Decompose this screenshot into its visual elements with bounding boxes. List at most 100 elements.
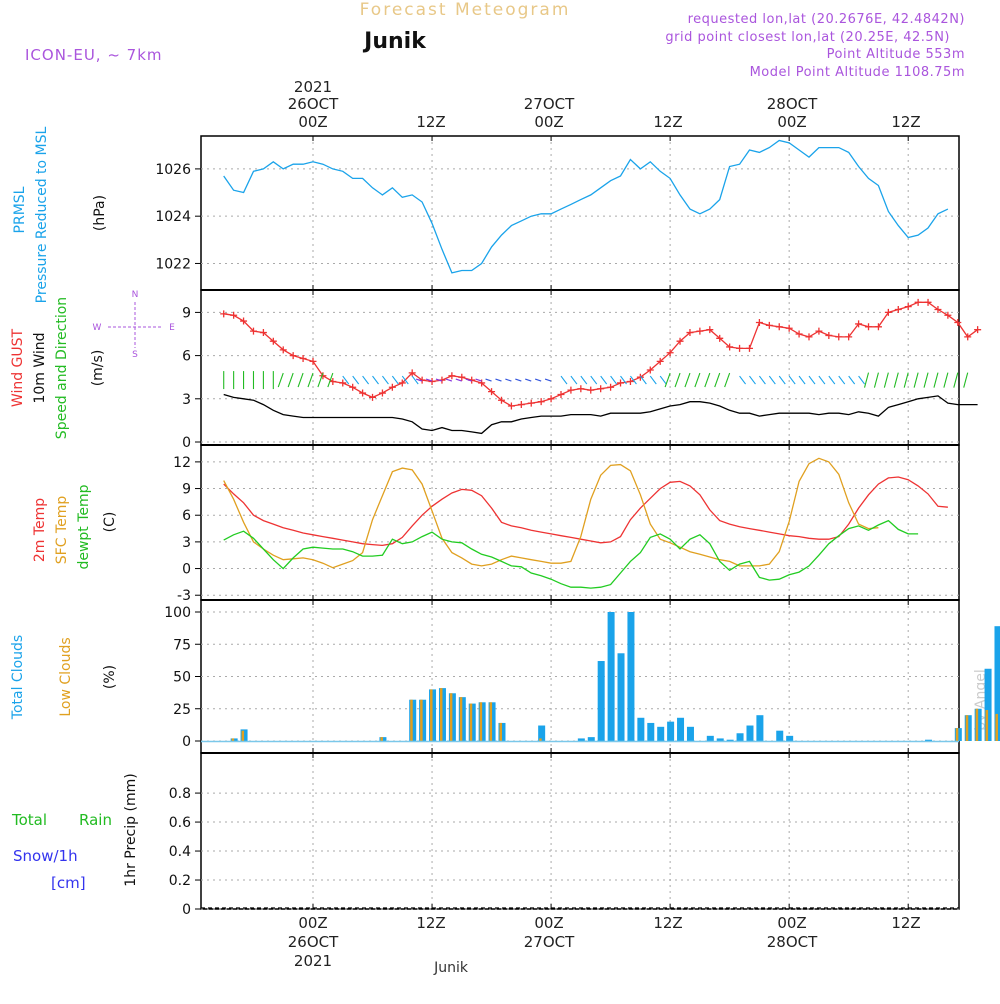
y-tick-label: 0.4 [169, 844, 191, 860]
y-tick-label: -3 [177, 588, 191, 604]
wind-arrow [828, 375, 836, 385]
wind-arrow [411, 375, 419, 385]
clouds-unit: (%) [102, 665, 118, 689]
wind-arrow [600, 375, 608, 385]
total-cloud-bar [607, 612, 615, 741]
bottom-date-label: 27OCT [524, 933, 575, 951]
gust-marker [577, 385, 585, 393]
wind-arrow [382, 375, 389, 385]
gust-marker [428, 378, 436, 386]
wind-arrow [768, 375, 776, 385]
precip-panel [200, 752, 960, 910]
gust-marker [339, 379, 347, 387]
gust-marker [349, 383, 357, 391]
total-cloud-bar [647, 722, 655, 741]
total-cloud-bar [736, 733, 744, 741]
y-tick-label: 1022 [155, 256, 191, 272]
low-cloud-bar [459, 697, 463, 741]
rain-label-total: Total [11, 811, 47, 829]
total-cloud-bar [994, 626, 1000, 741]
wind-arrow [620, 375, 627, 385]
y-tick-label: 0 [182, 435, 191, 451]
low-cloud-bar [231, 738, 235, 741]
top-time-label: 12Z [416, 113, 445, 131]
requested-coords: requested lon,lat (20.2676E, 42.4842N) [688, 12, 965, 27]
top-time-label: 00Z [777, 113, 806, 131]
temp-dew-label: dewpt Temp [76, 484, 92, 569]
gust-marker [666, 349, 674, 357]
wind-direction-arrows [223, 371, 969, 390]
wind-arrow [903, 372, 909, 388]
gust-marker [974, 326, 982, 334]
gust-marker [249, 327, 257, 335]
temp-labels: 2m Temp SFC Temp dewpt Temp (C) [32, 484, 118, 569]
wind-arrow [362, 375, 370, 385]
gust-marker [626, 378, 634, 386]
y-tick-label: 1026 [155, 162, 191, 178]
wind-arrow [277, 372, 284, 388]
gust-marker [964, 333, 972, 341]
total-cloud-bar [726, 739, 734, 741]
compass-rose: N S W E [93, 290, 176, 360]
gust-marker [656, 357, 664, 365]
low-cloud-bar [430, 689, 433, 741]
total-cloud-bar [776, 730, 784, 741]
top-time-label: 12Z [891, 113, 920, 131]
bottom-date-label: 28OCT [767, 933, 818, 951]
model-altitude: Model Point Altitude 1108.75m [750, 65, 965, 80]
bottom-time-axis: 00Z 26OCT 2021 12Z 00Z 27OCT 12Z 00Z 28O… [288, 914, 921, 970]
wind-panel [200, 289, 960, 446]
gust-marker [289, 352, 297, 360]
temp-panel [200, 444, 960, 601]
wind-arrow [465, 378, 472, 382]
gust-marker [954, 318, 962, 326]
total-clouds-label: Total Clouds [10, 635, 26, 720]
gust-marker [934, 306, 942, 314]
wind-labels: Wind GUST 10m Wind Speed and Direction (… [10, 297, 106, 439]
gust-marker [378, 389, 386, 397]
wind-arrow [580, 375, 588, 385]
precip-axis-label: 1hr Precip (mm) [123, 773, 139, 886]
compass-e: E [169, 323, 175, 333]
bottom-time-label: 00Z [298, 914, 327, 932]
gust-marker [696, 327, 704, 335]
gust-marker [617, 379, 625, 387]
y-tick-label: 0 [182, 902, 191, 918]
low-cloud-bar [985, 710, 989, 741]
low-cloud-bar [439, 688, 443, 741]
wind-direction-label: Speed and Direction [54, 297, 70, 439]
location-title: Junik [362, 29, 427, 54]
total-cloud-bar [637, 717, 645, 741]
series-line-dewpt-temp [223, 519, 919, 589]
gust-marker [488, 388, 496, 396]
gust-marker [597, 385, 605, 393]
temp-2m-label: 2m Temp [32, 498, 48, 562]
gust-marker [845, 333, 853, 341]
gust-marker [726, 343, 734, 351]
y-tick-label: 50 [173, 670, 191, 686]
gust-marker [388, 383, 396, 391]
wind-arrow [818, 375, 826, 385]
gust-marker [557, 390, 565, 398]
gust-marker [944, 311, 952, 319]
gust-marker [458, 373, 466, 381]
low-cloud-bar [955, 728, 959, 741]
top-date-label: 28OCT [767, 95, 818, 113]
gust-marker [259, 329, 267, 337]
wind-arrow [749, 375, 756, 385]
wind-arrow [342, 375, 350, 385]
low-cloud-bar [469, 703, 473, 741]
y-tick-label: 3 [182, 392, 191, 408]
y-tick-label: 9 [182, 305, 191, 321]
low-cloud-bar [449, 693, 453, 741]
y-tick-label: 75 [173, 637, 191, 653]
low-cloud-bar [410, 699, 413, 741]
wind-arrow [788, 375, 796, 385]
low-cloud-bar [995, 713, 998, 741]
y-tick-label: 100 [164, 605, 191, 621]
wind-arrow [798, 375, 806, 385]
model-label: ICON-EU, ~ 7km [25, 46, 163, 64]
wind-arrow [391, 375, 399, 385]
wind-arrow [893, 372, 899, 388]
